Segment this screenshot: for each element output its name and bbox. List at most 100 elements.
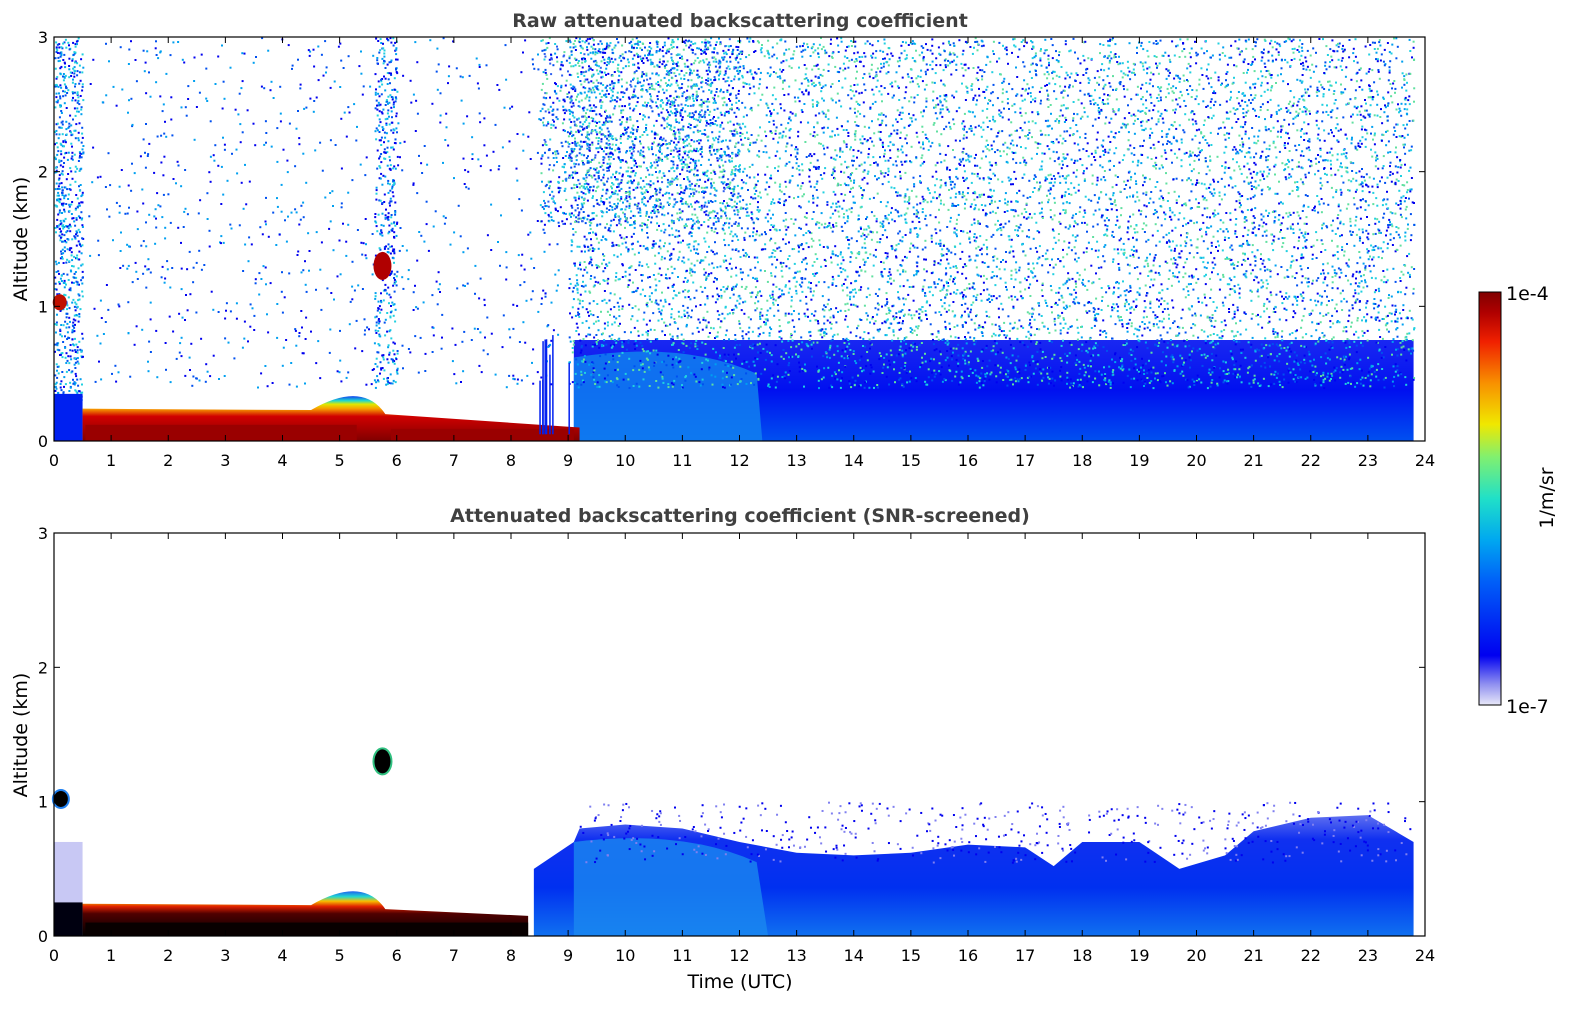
- top-noise-pixel: [1257, 288, 1259, 291]
- top-noise-pixel: [753, 256, 756, 259]
- top-noise-pixel: [1409, 72, 1412, 75]
- top-noise-pixel: [741, 52, 743, 55]
- top-noise-pixel: [1161, 54, 1164, 57]
- top-noise-pixel: [644, 204, 647, 207]
- top-noise-pixel: [800, 285, 803, 288]
- top-noise-pixel: [1133, 377, 1136, 380]
- top-noise-pixel: [784, 127, 787, 130]
- top-noise-pixel: [898, 298, 901, 301]
- top-noise-pixel: [641, 264, 644, 267]
- top-noise-pixel: [1156, 372, 1159, 375]
- top-noise-pixel: [889, 134, 892, 137]
- top-noise-pixel: [1372, 256, 1375, 259]
- top-noise-pixel: [1296, 188, 1299, 191]
- top-noise-pixel: [1401, 135, 1404, 137]
- top-noise-pixel: [1245, 276, 1248, 279]
- top-noise-pixel: [858, 253, 861, 256]
- top-noise-pixel: [884, 215, 887, 217]
- top-noise-pixel: [861, 246, 864, 249]
- top-noise-pixel: [1006, 375, 1009, 378]
- top-noise-pixel: [855, 115, 858, 118]
- top-noise-pixel: [1287, 215, 1290, 218]
- top-noise-pixel: [704, 303, 707, 306]
- top-noise-pixel: [1313, 209, 1316, 212]
- top-noise-pixel: [1137, 159, 1140, 162]
- top-noise-pixel: [863, 161, 866, 164]
- top-noise-pixel: [723, 260, 726, 263]
- top-noise-pixel: [1152, 109, 1155, 112]
- top-noise-pixel: [676, 192, 679, 195]
- top-noise-pixel: [1143, 310, 1146, 313]
- top-noise-pixel: [872, 52, 875, 55]
- top-noise-pixel: [892, 279, 895, 282]
- top-noise-pixel: [1395, 202, 1398, 205]
- top-noise-pixel: [822, 355, 825, 358]
- top-noise-pixel: [1294, 116, 1297, 119]
- top-noise-pixel: [816, 100, 819, 103]
- top-noise-pixel: [1154, 377, 1156, 380]
- top-noise-pixel: [1195, 281, 1198, 284]
- top-noise-pixel: [1200, 354, 1203, 357]
- top-noise-pixel: [907, 44, 910, 46]
- top-noise-pixel: [776, 57, 778, 60]
- top-noise-pixel: [591, 197, 594, 199]
- top-noise-pixel: [897, 242, 900, 245]
- top-noise-pixel: [1268, 212, 1271, 215]
- top-noise-pixel: [795, 167, 798, 170]
- top-noise-pixel: [1198, 206, 1201, 208]
- top-noise-pixel: [1039, 348, 1042, 351]
- top-noise-pixel: [819, 142, 822, 145]
- top-noise-pixel: [963, 310, 966, 313]
- top-noise-pixel: [645, 123, 648, 126]
- top-noise-pixel: [1280, 125, 1283, 128]
- top-noise-pixel: [1354, 38, 1357, 41]
- top-noise-pixel: [760, 139, 763, 142]
- top-noise-pixel: [670, 257, 673, 260]
- top-noise-pixel: [839, 147, 842, 150]
- top-noise-pixel: [883, 38, 886, 41]
- top-noise-pixel: [1252, 215, 1255, 218]
- top-noise-pixel: [1114, 204, 1117, 207]
- top-noise-pixel: [1400, 102, 1403, 105]
- top-noise-pixel: [1329, 48, 1332, 51]
- top-noise-pixel: [1253, 185, 1256, 188]
- top-noise-pixel: [1065, 71, 1068, 74]
- top-noise-pixel: [1072, 119, 1075, 122]
- top-noise-pixel: [875, 217, 878, 220]
- top-noise-pixel: [744, 300, 747, 303]
- top-noise-pixel: [750, 73, 753, 76]
- top-noise-pixel: [1022, 250, 1025, 253]
- top-noise-pixel: [603, 123, 606, 126]
- top-noise-pixel: [1092, 236, 1095, 238]
- top-noise-pixel: [1281, 295, 1283, 298]
- top-noise-pixel: [614, 204, 617, 207]
- top-noise-pixel: [1066, 382, 1068, 385]
- top-noise-pixel: [1336, 153, 1339, 156]
- top-noise-pixel: [611, 241, 614, 244]
- top-noise-pixel: [760, 372, 763, 375]
- top-noise-pixel: [1339, 222, 1342, 225]
- top-noise-pixel: [693, 240, 696, 243]
- top-noise-pixel: [671, 112, 674, 115]
- top-noise-pixel: [1081, 164, 1084, 167]
- top-noise-pixel: [944, 66, 947, 69]
- top-noise-pixel: [925, 43, 927, 46]
- top-noise-pixel: [991, 71, 994, 74]
- top-noise-pixel: [1345, 170, 1348, 173]
- top-noise-pixel: [1389, 171, 1392, 174]
- top-noise-pixel: [665, 63, 668, 66]
- top-noise-pixel: [620, 197, 623, 200]
- top-noise-pixel: [1236, 373, 1239, 376]
- top-noise-pixel: [846, 215, 849, 218]
- top-noise-pixel: [1181, 364, 1184, 367]
- top-noise-pixel: [1380, 351, 1383, 354]
- top-noise-pixel: [1315, 329, 1318, 332]
- top-noise-pixel: [924, 292, 927, 294]
- top-noise-pixel: [1403, 348, 1406, 351]
- top-noise-pixel: [939, 289, 942, 292]
- top-noise-pixel: [661, 375, 664, 378]
- top-noise-pixel: [915, 380, 918, 383]
- top-noise-pixel: [757, 180, 759, 183]
- top-noise-pixel: [1077, 98, 1080, 101]
- top-noise-pixel: [670, 167, 673, 170]
